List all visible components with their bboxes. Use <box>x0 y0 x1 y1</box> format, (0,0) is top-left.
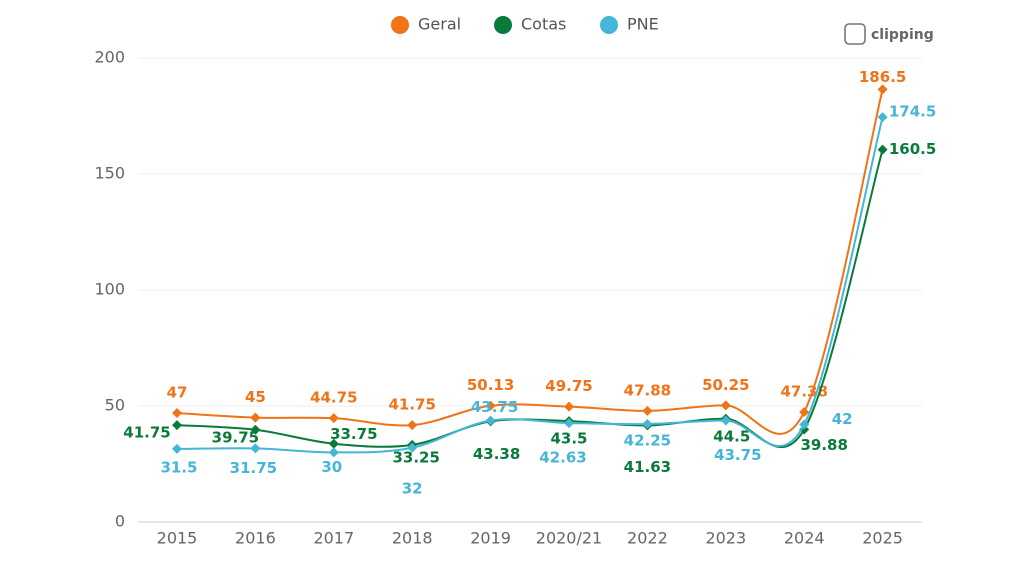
data-label: 42.25 <box>624 431 671 449</box>
point-marker <box>877 84 888 95</box>
point-marker <box>250 424 261 435</box>
x-tick-label: 2019 <box>470 529 511 548</box>
series-line <box>176 149 884 448</box>
data-label: 33.75 <box>330 425 377 443</box>
data-label: 32 <box>402 479 423 497</box>
y-tick-label: 150 <box>94 164 125 183</box>
data-label: 186.5 <box>859 68 906 86</box>
data-label: 39.75 <box>212 428 259 446</box>
data-label: 33.25 <box>392 448 439 466</box>
data-label: 44.5 <box>713 427 750 445</box>
legend-label: PNE <box>627 15 659 34</box>
data-label: 42 <box>832 410 853 428</box>
point-marker <box>564 401 574 412</box>
y-tick-label: 0 <box>115 512 125 531</box>
x-tick-label: 2020/21 <box>536 529 602 548</box>
data-label: 31.5 <box>160 458 197 476</box>
point-marker <box>720 415 731 426</box>
x-tick-label: 2024 <box>784 529 825 548</box>
point-marker <box>407 420 418 431</box>
x-tick-label: 2023 <box>705 529 746 548</box>
x-tick-label: 2017 <box>313 529 354 548</box>
point-marker <box>799 419 810 430</box>
y-tick-label: 200 <box>94 48 125 67</box>
point-marker <box>564 418 574 429</box>
point-marker <box>642 405 653 416</box>
x-tick-label: 2015 <box>157 529 198 548</box>
data-label: 45 <box>245 388 266 406</box>
point-marker <box>485 400 496 411</box>
point-marker <box>250 443 261 454</box>
point-marker <box>407 442 418 453</box>
data-label: 43.38 <box>473 445 520 463</box>
point-marker <box>328 447 339 458</box>
x-tick-label: 2016 <box>235 529 276 548</box>
legend-label: Cotas <box>521 15 566 34</box>
data-label: 49.75 <box>545 377 592 395</box>
point-marker <box>172 420 182 431</box>
data-label: 31.75 <box>230 459 277 477</box>
point-marker <box>328 438 339 449</box>
point-marker <box>642 418 653 429</box>
data-label: 43.5 <box>550 430 587 448</box>
data-label: 43.75 <box>471 398 518 416</box>
legend-label: Geral <box>418 15 461 34</box>
data-label: 160.5 <box>889 140 936 158</box>
data-label: 43.75 <box>714 446 761 464</box>
legend-swatch <box>600 16 618 34</box>
point-marker <box>485 415 496 426</box>
data-label: 50.13 <box>467 376 514 394</box>
x-tick-label: 2022 <box>627 529 668 548</box>
logo: clipping <box>844 23 934 45</box>
legend-swatch <box>391 16 409 34</box>
legend-swatch <box>494 16 512 34</box>
logo-text: clipping <box>871 27 934 43</box>
point-marker <box>328 413 339 424</box>
data-label: 30 <box>321 458 342 476</box>
x-tick-label: 2018 <box>392 529 433 548</box>
series-line <box>176 116 884 454</box>
legend-item: PNE <box>600 15 659 34</box>
data-label: 50.25 <box>702 376 749 394</box>
legend-item: Geral <box>391 15 461 34</box>
point-marker <box>172 443 182 454</box>
legend-item: Cotas <box>494 15 566 34</box>
x-tick-label: 2025 <box>862 529 903 548</box>
y-tick-label: 50 <box>105 396 125 415</box>
point-marker <box>720 400 731 411</box>
data-label: 41.75 <box>388 396 435 414</box>
data-label: 41.75 <box>123 424 170 442</box>
y-tick-label: 100 <box>94 280 125 299</box>
data-label: 47.88 <box>624 381 671 399</box>
point-marker <box>877 144 888 155</box>
point-marker <box>799 407 810 418</box>
data-label: 42.63 <box>539 449 586 467</box>
point-marker <box>250 412 261 423</box>
data-label: 174.5 <box>889 103 936 121</box>
point-marker <box>877 112 888 123</box>
data-label: 41.63 <box>624 458 671 476</box>
data-label: 39.88 <box>800 436 847 454</box>
point-marker <box>172 407 182 418</box>
data-label: 47 <box>167 383 188 401</box>
logo-icon <box>844 23 866 45</box>
series-line <box>176 89 884 435</box>
data-label: 44.75 <box>310 389 357 407</box>
